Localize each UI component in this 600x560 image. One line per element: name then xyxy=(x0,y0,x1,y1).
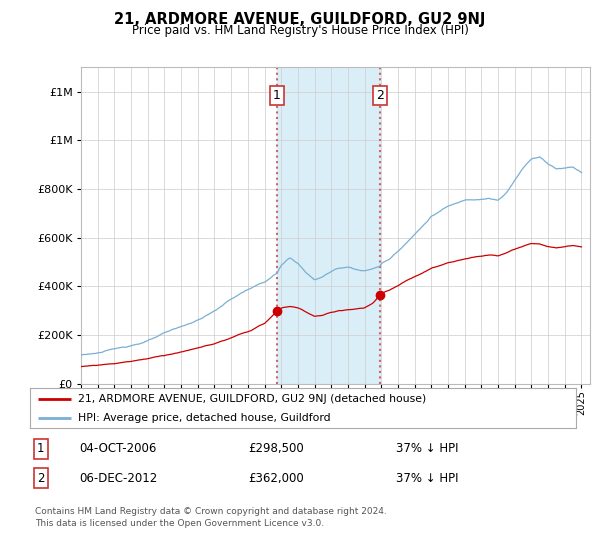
Text: 04-OCT-2006: 04-OCT-2006 xyxy=(79,442,157,455)
Text: 2: 2 xyxy=(376,88,384,102)
Text: 06-DEC-2012: 06-DEC-2012 xyxy=(79,472,157,485)
Text: 2: 2 xyxy=(37,472,44,485)
Text: 21, ARDMORE AVENUE, GUILDFORD, GU2 9NJ (detached house): 21, ARDMORE AVENUE, GUILDFORD, GU2 9NJ (… xyxy=(78,394,426,404)
Text: 1: 1 xyxy=(273,88,281,102)
Text: £362,000: £362,000 xyxy=(248,472,304,485)
Text: £298,500: £298,500 xyxy=(248,442,304,455)
Text: HPI: Average price, detached house, Guildford: HPI: Average price, detached house, Guil… xyxy=(78,413,331,422)
Text: 37% ↓ HPI: 37% ↓ HPI xyxy=(396,442,458,455)
Text: Contains HM Land Registry data © Crown copyright and database right 2024.
This d: Contains HM Land Registry data © Crown c… xyxy=(35,507,387,528)
Bar xyxy=(277,67,380,384)
Text: 1: 1 xyxy=(37,442,44,455)
Text: Price paid vs. HM Land Registry's House Price Index (HPI): Price paid vs. HM Land Registry's House … xyxy=(131,24,469,37)
Text: 21, ARDMORE AVENUE, GUILDFORD, GU2 9NJ: 21, ARDMORE AVENUE, GUILDFORD, GU2 9NJ xyxy=(115,12,485,27)
Text: 37% ↓ HPI: 37% ↓ HPI xyxy=(396,472,458,485)
